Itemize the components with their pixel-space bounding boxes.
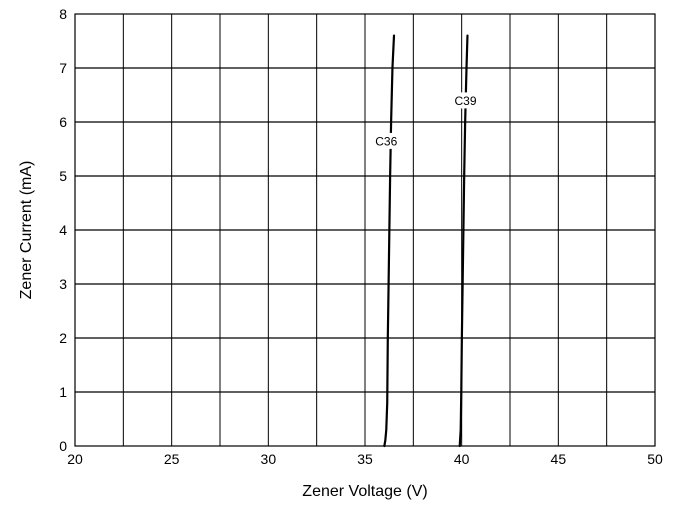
series-label-bg bbox=[449, 92, 482, 109]
series-label-c36: C36 bbox=[375, 134, 397, 148]
plot-frame bbox=[74, 13, 656, 447]
x-tick-label: 45 bbox=[551, 451, 567, 467]
y-tick-label: 2 bbox=[59, 330, 67, 346]
x-tick-label: 30 bbox=[261, 451, 277, 467]
y-tick-label: 0 bbox=[59, 438, 67, 454]
y-tick-label: 7 bbox=[59, 60, 67, 76]
y-tick-label: 3 bbox=[59, 276, 67, 292]
grid bbox=[75, 14, 655, 446]
y-axis-title: Zener Current (mA) bbox=[18, 161, 35, 300]
series-label-bg bbox=[370, 132, 403, 149]
x-tick-label: 40 bbox=[454, 451, 470, 467]
x-tick-label: 20 bbox=[67, 451, 83, 467]
x-tick-label: 50 bbox=[647, 451, 663, 467]
y-tick-label: 8 bbox=[59, 6, 67, 22]
y-tick-label: 5 bbox=[59, 168, 67, 184]
x-tick-label: 35 bbox=[357, 451, 373, 467]
y-tick-label: 1 bbox=[59, 384, 67, 400]
x-tick-label: 25 bbox=[164, 451, 180, 467]
y-tick-label: 4 bbox=[59, 222, 67, 238]
series-labels: C36 C39 bbox=[370, 92, 482, 149]
y-tick-label: 6 bbox=[59, 114, 67, 130]
x-axis-title: Zener Voltage (V) bbox=[302, 483, 427, 500]
series-label-c39: C39 bbox=[455, 94, 477, 108]
series-line-c36 bbox=[383, 34, 396, 448]
